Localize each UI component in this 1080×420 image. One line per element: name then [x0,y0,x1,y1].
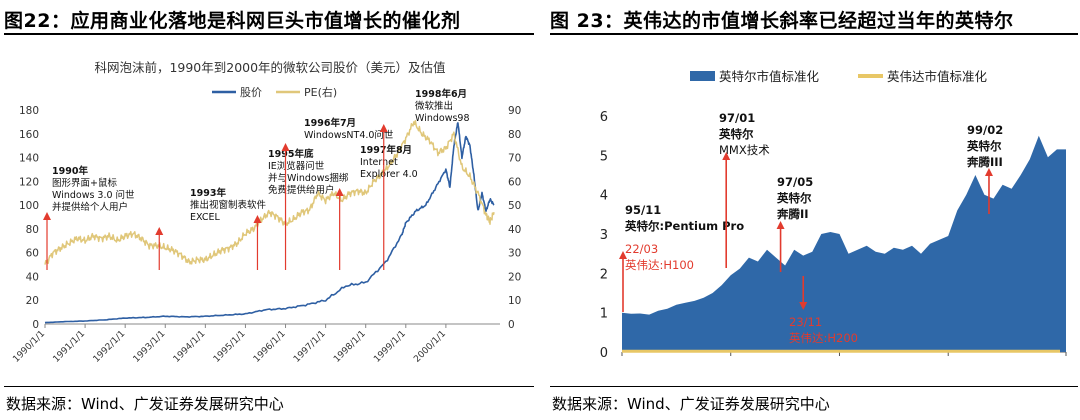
chart1-annotation-text: Windows 3.0 问世 [52,189,135,201]
chart1-annotation-text: 免费提供给用户 [268,184,335,196]
chart2-arrowhead [619,251,627,259]
microsoft-price-pe-chart: 科网泡沫前，1990年到2000年的微软公司股价（美元）及估值 股价 PE(右)… [11,60,521,365]
chart1-ytick-left-label: 80 [26,224,39,236]
chart1-annotation-text: 1997年8月 [360,144,412,156]
chart1-arrowhead [281,143,290,151]
chart2-annotation-text: 95/11 [625,203,661,217]
price-line [44,122,495,324]
chart2-annotation-text: 英伟达:H200 [789,331,858,345]
chart1-ytick-right-label: 10 [508,295,521,307]
chart2-ytick-label: 4 [600,189,608,204]
chart2-annotation-text: 奔腾III [966,155,1003,169]
chart2-ytick-label: 6 [600,110,608,125]
chart2-annotation-text: 英伟达:H100 [625,258,694,272]
chart1-annotation-text: 1993年 [190,187,226,199]
chart2-annotation-text: 英特尔 [718,127,754,141]
right-bottom-rule [550,386,1078,387]
right-figure-title: 图 23：英伟达的市值增长斜率已经超过当年的英特尔 [550,10,1014,32]
chart1-annotation-text: 1995年底 [268,148,314,160]
chart2-annotations: 95/11 英特尔:Pentium Pro 97/01 英特尔 MMX技术 97/05 英特… [619,111,1003,345]
chart1-ytick-right-label: 90 [508,105,521,117]
chart1-ytick-right-label: 70 [508,153,521,165]
chart1-ytick-left-label: 100 [19,200,39,212]
chart1-ytick-left-label: 140 [19,153,39,165]
chart1-ytick-right-label: 80 [508,129,521,141]
chart1-annotation-text: 并与Windows捆绑 [268,172,349,184]
chart2-annotation-text: 99/02 [967,123,1003,137]
chart1-ytick-left-label: 120 [19,176,39,188]
chart1-annotation-text: Internet [360,157,398,168]
chart1-ytick-right-label: 50 [508,200,521,212]
chart1-ytick-right-label: 60 [508,176,521,188]
chart2-arrowhead [722,152,731,160]
chart2-annotation-text: 英特尔 [776,191,812,205]
chart2-arrowhead [984,168,993,176]
chart2-annotation-text: 英特尔 [966,139,1002,153]
chart1-title: 科网泡沫前，1990年到2000年的微软公司股价（美元）及估值 [94,60,445,75]
chart2-series [622,135,1066,353]
chart2-annotation-text: 英特尔:Pentium Pro [624,219,744,233]
chart2-arrowhead [776,221,785,229]
chart2-annotation-text: 97/05 [777,175,813,189]
chart2-legend: 英特尔市值标准化 英伟达市值标准化 [690,69,988,84]
chart2-ytick-label: 2 [600,267,608,282]
pe-line [44,119,495,265]
left-bottom-rule [4,386,534,387]
chart1-ytick-left-label: 60 [26,248,39,260]
intel-nvidia-chart: 英特尔市值标准化 英伟达市值标准化 0 1 2 3 4 5 6 95/11 英特尔:Penti… [600,69,1067,361]
legend-intel-swatch [690,71,715,81]
chart1-annotation-text: Windows98 [415,113,470,124]
chart1-annotation-text: Explorer 4.0 [360,169,418,180]
chart1-ytick-right-label: 40 [508,224,521,236]
chart2-arrowhead [799,302,808,310]
chart1-annotation-text: 1996年7月 [304,117,356,129]
chart2-annotation-text: MMX技术 [719,143,770,157]
chart2-ytick-label: 0 [600,346,608,361]
chart2-ytick-label: 1 [600,307,608,322]
chart2-ytick-label: 5 [600,149,608,164]
legend-pe-label: PE(右) [304,85,337,99]
legend-nvidia-label: 英伟达市值标准化 [887,69,988,84]
chart1-ytick-left-label: 20 [26,295,39,307]
chart1-ytick-left-label: 0 [32,319,39,331]
chart1-annotation-text: 图形界面+鼠标 [52,177,117,189]
chart1-arrowhead [155,227,164,235]
intel-market-cap-area [622,135,1066,352]
chart1-annotation-text: IE浏览器问世 [268,160,325,172]
chart1-annotation-text: 并提供给个人用户 [52,201,128,213]
chart1-arrowhead [335,188,344,196]
chart1-annotation-text: 推出视窗制表软件 [190,199,267,211]
left-figure-title: 图22：应用商业化落地是科网巨头市值增长的催化剂 [4,10,461,32]
left-source-note: 数据来源：Wind、广发证券发展研究中心 [6,395,284,413]
chart2-annotation-text: 23/11 [789,315,822,329]
chart2-annotation-text: 22/03 [625,242,658,256]
chart1-ytick-right-label: 20 [508,271,521,283]
chart1-annotation-text: EXCEL [190,212,220,223]
chart1-annotation-text: WindowsNT4.0问世 [304,129,394,141]
chart2-annotation-text: 97/01 [719,111,755,125]
chart1-annotation-text: 微软推出 [415,100,453,112]
chart1-ytick-left-label: 40 [26,271,39,283]
left-title-rule [4,33,534,35]
legend-nvidia-swatch [858,74,883,78]
right-title-rule [550,33,1078,35]
chart1-arrowhead [379,124,388,132]
chart1-series [44,119,495,324]
chart2-ytick-label: 3 [600,228,608,243]
chart1-arrowhead [43,212,52,220]
legend-price-label: 股价 [240,86,262,99]
chart1-arrowhead [253,215,262,223]
chart2-annotation-text: 奔腾II [776,207,809,221]
chart1-ytick-left-label: 180 [19,105,39,117]
chart1-legend: 股价 PE(右) [212,85,337,99]
legend-intel-label: 英特尔市值标准化 [719,69,820,84]
chart1-annotation-text: 1998年6月 [415,88,467,100]
chart1-ytick-right-label: 30 [508,248,521,260]
right-source-note: 数据来源：Wind、广发证券发展研究中心 [552,395,830,413]
chart1-ytick-left-label: 160 [19,129,39,141]
chart1-annotation-text: 1990年 [52,165,88,177]
chart1-ytick-right-label: 0 [508,319,515,331]
